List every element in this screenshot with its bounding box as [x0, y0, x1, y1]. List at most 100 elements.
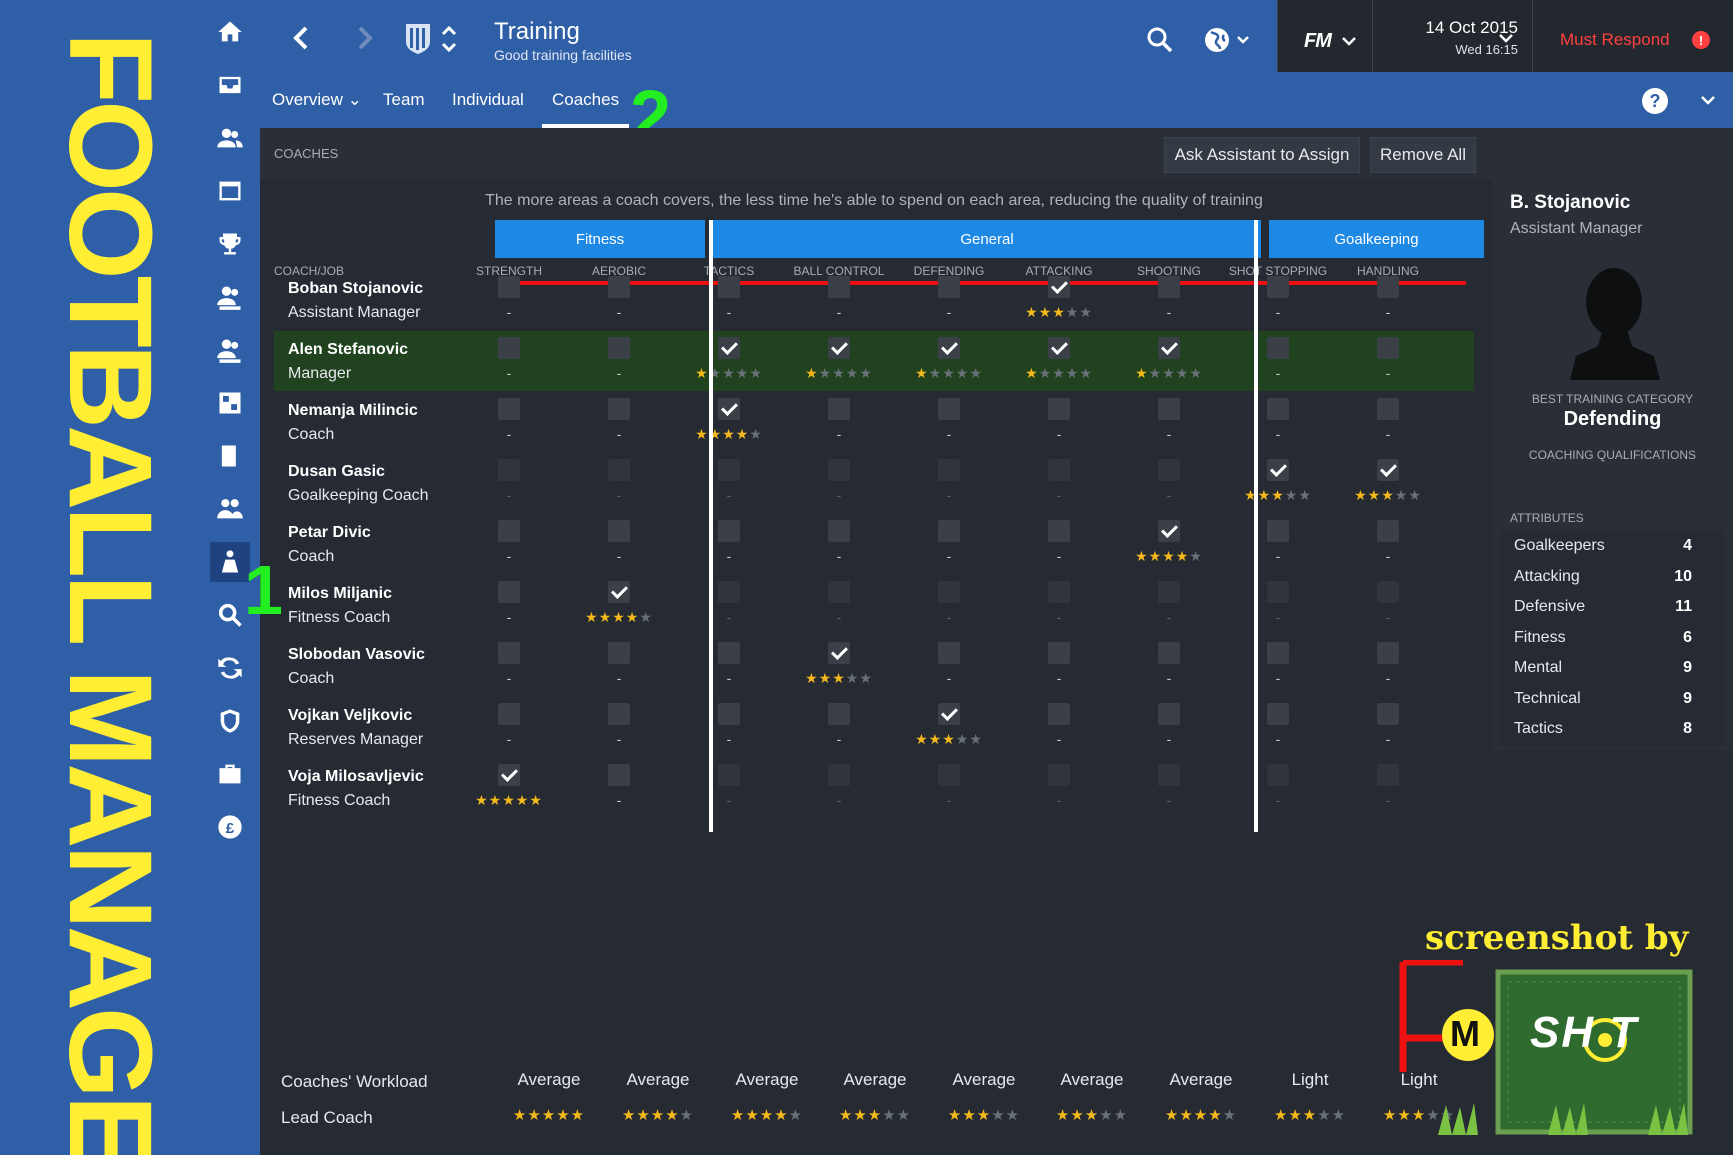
- reserves-icon[interactable]: [210, 277, 250, 317]
- tab-overview[interactable]: Overview ⌄: [272, 90, 362, 109]
- assignment-checkbox[interactable]: [1377, 703, 1399, 725]
- column-header-shot-stopping[interactable]: SHOT STOPPING: [1228, 264, 1328, 278]
- assignment-checkbox[interactable]: [1048, 642, 1070, 664]
- coach-name[interactable]: Dusan Gasic: [288, 463, 385, 480]
- assignment-checkbox[interactable]: [828, 703, 850, 725]
- profile-name[interactable]: B. Stojanovic: [1510, 192, 1631, 213]
- assignment-checkbox[interactable]: [498, 764, 520, 786]
- assignment-checkbox[interactable]: [608, 581, 630, 603]
- assignment-checkbox[interactable]: [1158, 520, 1180, 542]
- assignment-checkbox[interactable]: [1377, 276, 1399, 298]
- coach-name[interactable]: Milos Miljanic: [288, 585, 393, 602]
- assignment-checkbox[interactable]: [1267, 520, 1289, 542]
- inbox-icon[interactable]: [210, 65, 250, 105]
- column-header-aerobic[interactable]: AEROBIC: [591, 264, 646, 278]
- date-button[interactable]: 14 Oct 2015 Wed 16:15: [1388, 18, 1518, 57]
- assignment-checkbox[interactable]: [938, 764, 960, 786]
- assignment-checkbox[interactable]: [1267, 642, 1289, 664]
- assignment-checkbox[interactable]: [1048, 398, 1070, 420]
- assignment-checkbox[interactable]: [1267, 581, 1289, 603]
- assignment-checkbox[interactable]: [1267, 398, 1289, 420]
- transfers-icon[interactable]: [210, 648, 250, 688]
- assignment-checkbox[interactable]: [1048, 276, 1070, 298]
- assignment-checkbox[interactable]: [1377, 459, 1399, 481]
- coach-name[interactable]: Nemanja Milincic: [288, 402, 418, 419]
- calendar-icon[interactable]: [210, 171, 250, 211]
- squad-icon[interactable]: [210, 118, 250, 158]
- assignment-checkbox[interactable]: [718, 398, 740, 420]
- job-icon[interactable]: [210, 754, 250, 794]
- column-header-strength[interactable]: STRENGTH: [476, 264, 542, 278]
- assignment-checkbox[interactable]: [608, 520, 630, 542]
- assignment-checkbox[interactable]: [1048, 520, 1070, 542]
- coach-name[interactable]: Alen Stefanovic: [288, 341, 409, 358]
- back-arrow-icon[interactable]: [284, 20, 320, 56]
- assignment-checkbox[interactable]: [1377, 520, 1399, 542]
- assignment-checkbox[interactable]: [1377, 764, 1399, 786]
- tab-individual[interactable]: Individual: [452, 90, 524, 109]
- assignment-checkbox[interactable]: [498, 398, 520, 420]
- club-info-icon[interactable]: [210, 701, 250, 741]
- coach-name[interactable]: Slobodan Vasovic: [288, 646, 425, 663]
- column-header-defending[interactable]: DEFENDING: [913, 264, 985, 278]
- coach-row[interactable]: Vojkan Veljkovic Reserves Manager - - - - ★★★★…: [274, 697, 1474, 757]
- coach-row[interactable]: Dusan Gasic Goalkeeping Coach - - - - - - - ★★★★★…: [274, 453, 1474, 513]
- assignment-checkbox[interactable]: [498, 520, 520, 542]
- assignment-checkbox[interactable]: [1267, 703, 1289, 725]
- assignment-checkbox[interactable]: [938, 398, 960, 420]
- assignment-checkbox[interactable]: [498, 642, 520, 664]
- coach-row[interactable]: Alen Stefanovic Manager - - ★★★★★ ★★★★★ ★★★★★ ★…: [274, 331, 1474, 391]
- assignment-checkbox[interactable]: [938, 642, 960, 664]
- coach-row[interactable]: Milos Miljanic Fitness Coach - ★★★★★ - - - - - - -: [274, 575, 1474, 635]
- assignment-checkbox[interactable]: [1377, 581, 1399, 603]
- forward-arrow-icon[interactable]: [346, 20, 382, 56]
- assignment-checkbox[interactable]: [1048, 459, 1070, 481]
- coach-name[interactable]: Vojkan Veljkovic: [288, 707, 413, 724]
- search-icon[interactable]: [1142, 22, 1178, 58]
- assignment-checkbox[interactable]: [1158, 459, 1180, 481]
- coach-row[interactable]: Slobodan Vasovic Coach - - - ★★★★★ - - - - -: [274, 636, 1474, 696]
- assignment-checkbox[interactable]: [608, 459, 630, 481]
- assignment-checkbox[interactable]: [1048, 764, 1070, 786]
- column-header-handling[interactable]: HANDLING: [1356, 264, 1419, 278]
- coach-name[interactable]: Voja Milosavljevic: [288, 768, 424, 785]
- assignment-checkbox[interactable]: [1377, 642, 1399, 664]
- club-badge-icon[interactable]: [403, 22, 433, 56]
- chevron-down-icon[interactable]: [1498, 32, 1514, 44]
- assignment-checkbox[interactable]: [1267, 276, 1289, 298]
- scouting-icon[interactable]: [210, 595, 250, 635]
- assignment-checkbox[interactable]: [718, 764, 740, 786]
- staff-icon[interactable]: [210, 489, 250, 529]
- column-header-shooting[interactable]: SHOOTING: [1136, 264, 1201, 278]
- remove-all-button[interactable]: Remove All: [1370, 137, 1476, 173]
- club-switch-icon[interactable]: [440, 22, 458, 56]
- assignment-checkbox[interactable]: [718, 337, 740, 359]
- assignment-checkbox[interactable]: [938, 581, 960, 603]
- coach-name[interactable]: Boban Stojanovic: [288, 280, 424, 297]
- assignment-checkbox[interactable]: [1267, 337, 1289, 359]
- assignment-checkbox[interactable]: [498, 459, 520, 481]
- assignment-checkbox[interactable]: [1158, 337, 1180, 359]
- assignment-checkbox[interactable]: [1158, 642, 1180, 664]
- assignment-checkbox[interactable]: [1048, 581, 1070, 603]
- assignment-checkbox[interactable]: [828, 520, 850, 542]
- assignment-checkbox[interactable]: [828, 276, 850, 298]
- assignment-checkbox[interactable]: [938, 337, 960, 359]
- coach-row[interactable]: Petar Divic Coach - - - - - - ★★★★★ - -: [274, 514, 1474, 574]
- assignment-checkbox[interactable]: [1048, 337, 1070, 359]
- assignment-checkbox[interactable]: [1158, 703, 1180, 725]
- finances-icon[interactable]: £: [210, 807, 250, 847]
- assignment-checkbox[interactable]: [608, 398, 630, 420]
- assignment-checkbox[interactable]: [608, 703, 630, 725]
- assignment-checkbox[interactable]: [938, 520, 960, 542]
- ask-assistant-button[interactable]: Ask Assistant to Assign: [1164, 137, 1360, 173]
- help-icon[interactable]: ?: [1642, 88, 1668, 114]
- u18-icon[interactable]: [210, 330, 250, 370]
- world-icon[interactable]: [1200, 22, 1256, 58]
- assignment-checkbox[interactable]: [1158, 398, 1180, 420]
- assignment-checkbox[interactable]: [828, 337, 850, 359]
- assignment-checkbox[interactable]: [718, 459, 740, 481]
- assignment-checkbox[interactable]: [1377, 398, 1399, 420]
- training-icon[interactable]: [210, 542, 250, 582]
- assignment-checkbox[interactable]: [718, 581, 740, 603]
